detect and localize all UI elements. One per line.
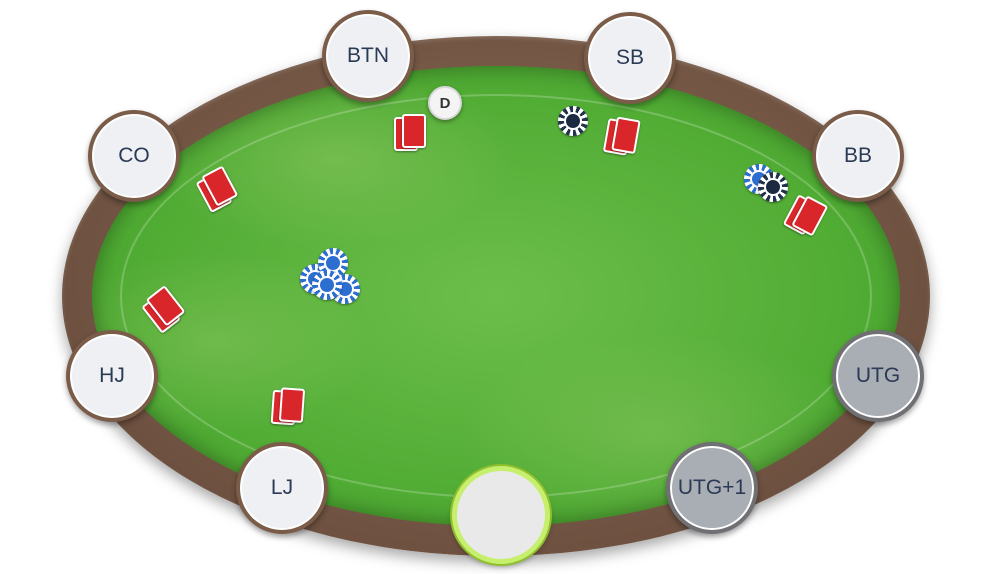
bb-chip-icon — [758, 172, 788, 202]
seat-utg-plus-1[interactable]: UTG+1 — [666, 442, 758, 534]
sb-blind-chip-icon — [558, 106, 588, 136]
seat-bb[interactable]: BB — [812, 110, 904, 202]
sb-cards — [602, 115, 644, 156]
card-back-icon — [402, 114, 426, 148]
btn-cards — [394, 114, 430, 151]
seat-sb[interactable]: SB — [584, 12, 676, 104]
seat-hero[interactable] — [452, 466, 550, 564]
lj-cards — [270, 387, 309, 426]
seat-utg[interactable]: UTG — [832, 330, 924, 422]
seat-co[interactable]: CO — [88, 110, 180, 202]
seat-hj[interactable]: HJ — [66, 330, 158, 422]
card-back-icon — [278, 387, 306, 423]
card-back-icon — [611, 116, 641, 155]
dealer-button: D — [428, 86, 462, 120]
felt-betting-line — [120, 94, 872, 498]
seat-lj[interactable]: LJ — [236, 442, 328, 534]
seat-btn[interactable]: BTN — [322, 10, 414, 102]
pot-chip-icon — [312, 270, 342, 300]
